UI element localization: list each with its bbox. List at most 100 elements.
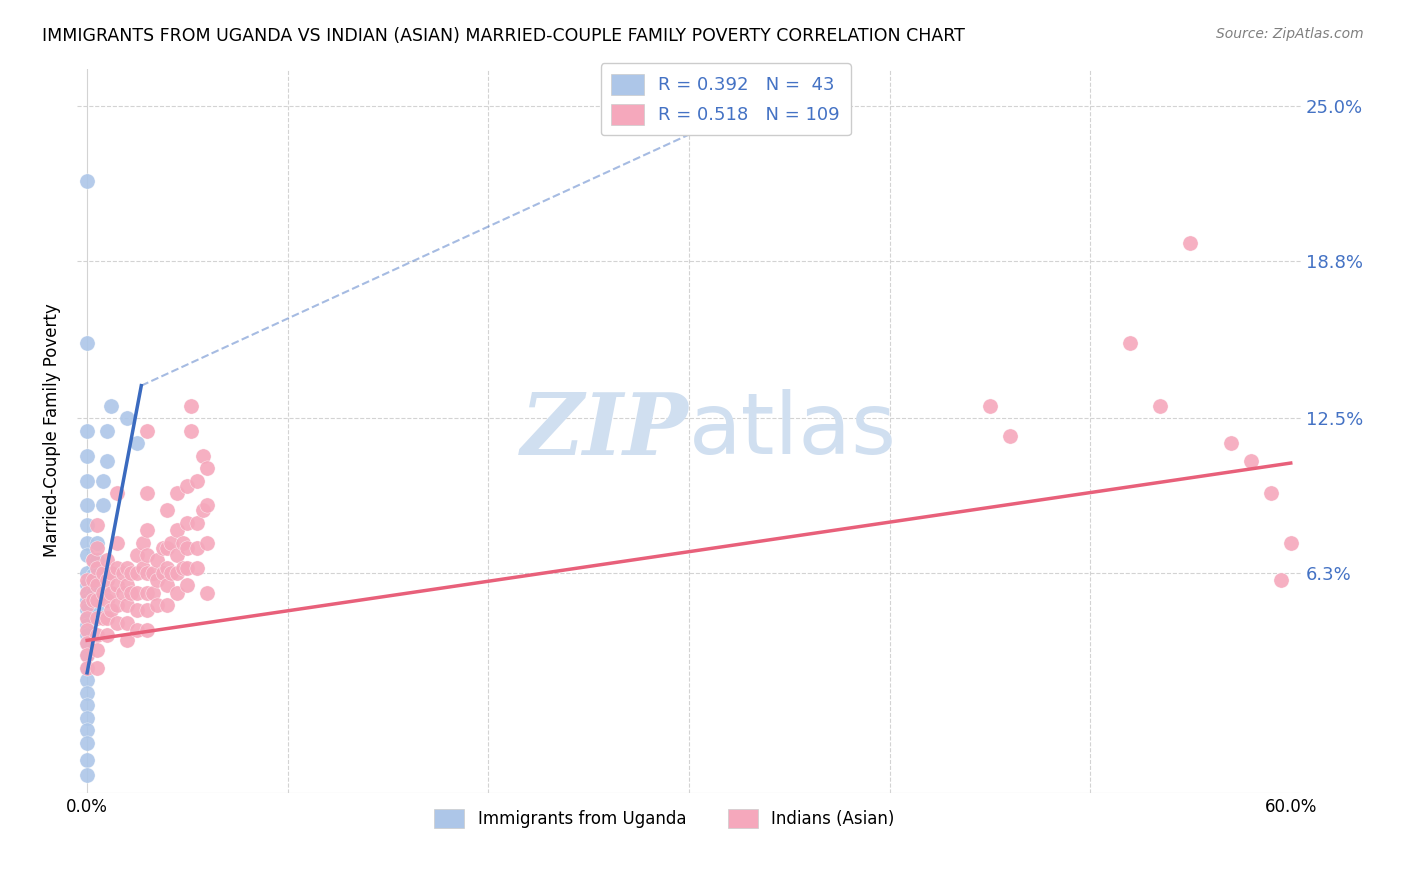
Point xyxy=(86,611,108,625)
Point xyxy=(176,561,198,575)
Point xyxy=(142,566,165,580)
Point xyxy=(86,593,108,607)
Point xyxy=(115,561,138,575)
Point xyxy=(76,686,98,700)
Point xyxy=(112,586,135,600)
Point xyxy=(115,599,138,613)
Point xyxy=(96,574,118,588)
Point xyxy=(1260,486,1282,500)
Point xyxy=(96,453,118,467)
Point xyxy=(156,599,179,613)
Point xyxy=(186,541,208,555)
Point xyxy=(86,628,108,642)
Point xyxy=(96,553,118,567)
Point xyxy=(120,586,142,600)
Point xyxy=(82,553,104,567)
Point xyxy=(76,648,98,663)
Point xyxy=(86,643,108,657)
Point xyxy=(76,449,98,463)
Point xyxy=(76,648,98,663)
Point xyxy=(176,541,198,555)
Point xyxy=(86,578,108,592)
Point xyxy=(105,486,128,500)
Point xyxy=(172,536,194,550)
Point xyxy=(76,174,98,188)
Point xyxy=(136,486,159,500)
Point xyxy=(197,499,219,513)
Point xyxy=(86,561,108,575)
Point xyxy=(152,566,174,580)
Point xyxy=(76,578,98,592)
Text: IMMIGRANTS FROM UGANDA VS INDIAN (ASIAN) MARRIED-COUPLE FAMILY POVERTY CORRELATI: IMMIGRANTS FROM UGANDA VS INDIAN (ASIAN)… xyxy=(42,27,965,45)
Point xyxy=(76,618,98,632)
Point xyxy=(86,541,108,555)
Point xyxy=(105,599,128,613)
Point xyxy=(115,615,138,630)
Point xyxy=(115,411,138,425)
Point xyxy=(76,768,98,782)
Point xyxy=(86,568,108,582)
Point xyxy=(86,586,108,600)
Point xyxy=(156,561,179,575)
Point xyxy=(76,611,98,625)
Point xyxy=(136,424,159,438)
Point xyxy=(136,549,159,563)
Point xyxy=(142,586,165,600)
Point xyxy=(1180,236,1202,251)
Point xyxy=(76,424,98,438)
Point xyxy=(76,698,98,713)
Point xyxy=(127,436,149,450)
Point xyxy=(76,586,98,600)
Point xyxy=(76,566,98,580)
Point xyxy=(76,593,98,607)
Point xyxy=(105,561,128,575)
Point xyxy=(1279,536,1302,550)
Text: Source: ZipAtlas.com: Source: ZipAtlas.com xyxy=(1216,27,1364,41)
Point xyxy=(76,636,98,650)
Y-axis label: Married-Couple Family Poverty: Married-Couple Family Poverty xyxy=(44,303,60,558)
Text: ZIP: ZIP xyxy=(522,389,689,473)
Point xyxy=(136,586,159,600)
Point xyxy=(76,603,98,617)
Point xyxy=(172,561,194,575)
Point xyxy=(166,524,188,538)
Point xyxy=(1219,436,1241,450)
Point xyxy=(127,566,149,580)
Point xyxy=(166,566,188,580)
Point xyxy=(76,536,98,550)
Point xyxy=(100,399,122,413)
Point xyxy=(76,574,98,588)
Point xyxy=(100,603,122,617)
Point xyxy=(1270,574,1292,588)
Point xyxy=(136,603,159,617)
Point xyxy=(76,673,98,688)
Point xyxy=(193,449,215,463)
Point xyxy=(100,586,122,600)
Point xyxy=(91,474,114,488)
Point xyxy=(91,499,114,513)
Point xyxy=(180,424,202,438)
Legend: Immigrants from Uganda, Indians (Asian): Immigrants from Uganda, Indians (Asian) xyxy=(427,803,901,835)
Point xyxy=(136,566,159,580)
Point xyxy=(96,593,118,607)
Point xyxy=(193,503,215,517)
Point xyxy=(156,503,179,517)
Point xyxy=(76,624,98,638)
Point xyxy=(76,711,98,725)
Point xyxy=(86,603,108,617)
Point xyxy=(76,599,98,613)
Point xyxy=(180,399,202,413)
Point xyxy=(166,486,188,500)
Point xyxy=(96,424,118,438)
Point xyxy=(105,536,128,550)
Point xyxy=(115,578,138,592)
Point xyxy=(146,553,169,567)
Point xyxy=(96,611,118,625)
Point xyxy=(105,578,128,592)
Point xyxy=(176,516,198,530)
Point xyxy=(998,428,1021,442)
Point xyxy=(82,553,104,567)
Point xyxy=(100,566,122,580)
Point xyxy=(166,549,188,563)
Point xyxy=(86,553,108,567)
